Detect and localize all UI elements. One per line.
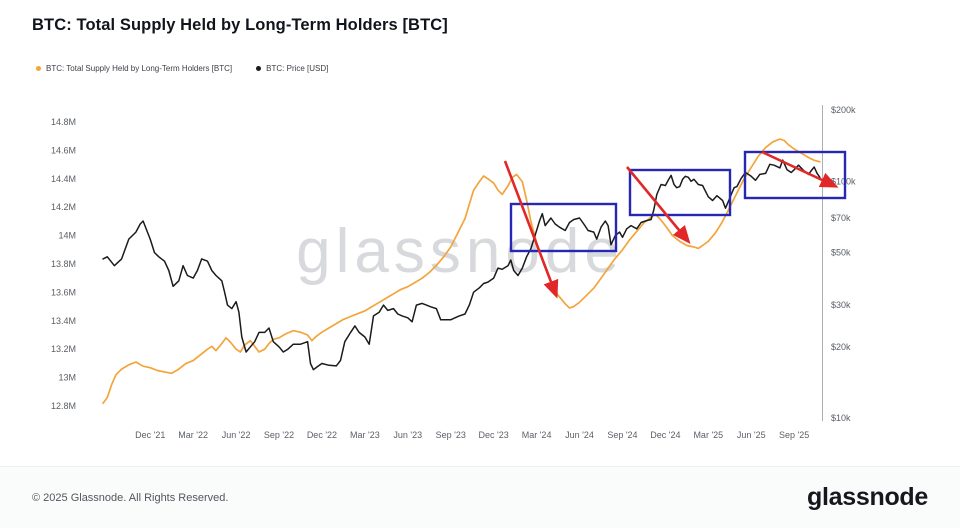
right-axis-tick: $50k: [831, 248, 851, 258]
legend-label-supply: BTC: Total Supply Held by Long-Term Hold…: [46, 64, 233, 73]
legend-item-lth-supply[interactable]: BTC: Total Supply Held by Long-Term Hold…: [36, 64, 232, 73]
right-axis-tick: $200k: [831, 105, 856, 115]
left-axis-tick: 13.4M: [51, 316, 76, 326]
left-axis-tick: 14.4M: [51, 174, 76, 184]
x-axis-tick: Mar '22: [178, 430, 208, 440]
consolidation-box: [743, 150, 847, 200]
x-axis-tick: Dec '23: [479, 430, 509, 440]
legend-label-price: BTC: Price [USD]: [266, 64, 329, 73]
trend-arrow: [503, 160, 559, 299]
x-axis-tick: Dec '24: [650, 430, 680, 440]
left-axis-tick: 13.2M: [51, 344, 76, 354]
legend-dot-supply-icon: [36, 66, 41, 71]
x-axis-tick: Sep '22: [264, 430, 294, 440]
legend-dot-price-icon: [256, 66, 262, 71]
trend-arrow: [625, 166, 691, 245]
x-axis-tick: Dec '22: [307, 430, 337, 440]
left-axis-tick: 14M: [58, 231, 76, 241]
copyright-text: © 2025 Glassnode. All Rights Reserved.: [32, 491, 229, 504]
x-axis-tick: Jun '25: [737, 430, 766, 440]
left-axis-tick: 13.8M: [51, 259, 76, 269]
left-axis-tick: 13M: [58, 373, 76, 383]
x-axis-tick: Sep '23: [436, 430, 466, 440]
chart-title: BTC: Total Supply Held by Long-Term Hold…: [32, 16, 448, 34]
x-axis-tick: Sep '24: [607, 430, 637, 440]
x-axis-tick: Mar '24: [522, 430, 552, 440]
right-axis-tick: $70k: [831, 213, 851, 223]
chart-legend: BTC: Total Supply Held by Long-Term Hold…: [36, 64, 328, 73]
x-axis-tick: Jun '24: [565, 430, 594, 440]
left-axis-tick: 13.6M: [51, 287, 76, 297]
lth-supply-line: [102, 138, 821, 405]
right-axis-tick: $100k: [831, 176, 856, 186]
x-axis-tick: Mar '25: [693, 430, 723, 440]
x-axis-tick: Jun '23: [393, 430, 422, 440]
consolidation-box: [628, 168, 732, 217]
page-footer: © 2025 Glassnode. All Rights Reserved. g…: [0, 466, 960, 528]
right-axis-tick: $30k: [831, 300, 851, 310]
trend-arrow: [761, 150, 839, 188]
x-axis-tick: Mar '23: [350, 430, 380, 440]
btc-price-line: [102, 159, 821, 371]
x-axis-tick: Dec '21: [135, 430, 165, 440]
consolidation-box: [509, 202, 618, 253]
x-axis-tick: Sep '25: [779, 430, 809, 440]
left-axis-tick: 14.2M: [51, 202, 76, 212]
left-axis-tick: 14.8M: [51, 117, 76, 127]
legend-item-price[interactable]: BTC: Price [USD]: [256, 64, 328, 73]
left-axis-tick: 12.8M: [51, 401, 76, 411]
right-axis-tick: $20k: [831, 342, 851, 352]
x-axis-tick: Jun '22: [222, 430, 251, 440]
left-axis-tick: 14.6M: [51, 145, 76, 155]
right-axis-tick: $10k: [831, 413, 851, 423]
glassnode-logo: glassnode: [807, 483, 928, 511]
